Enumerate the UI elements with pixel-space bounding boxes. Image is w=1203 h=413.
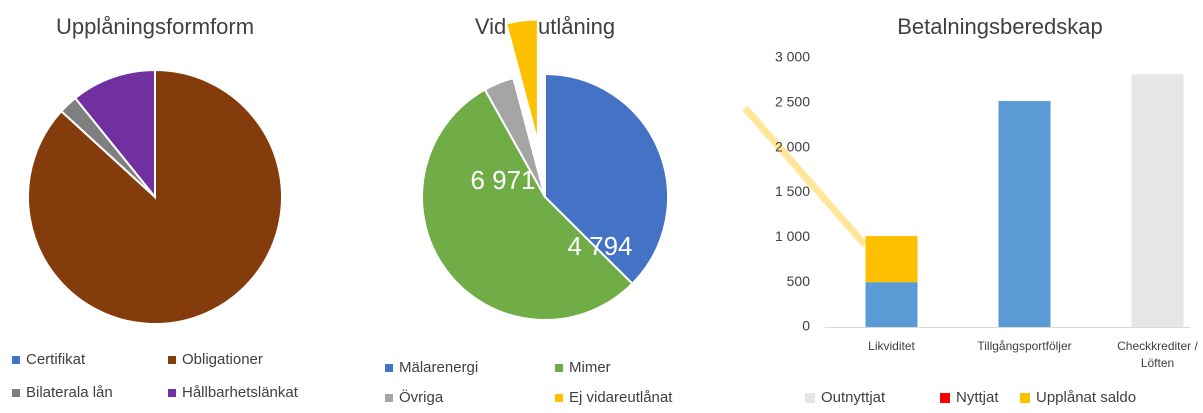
y-tick-label: 1 000 [775,228,810,244]
legend-label: Mimer [569,359,611,376]
bar-segment [865,282,918,327]
bar-segment [1131,74,1184,327]
x-tick-label: Likviditet [868,339,915,353]
pie-slice [505,18,539,143]
legend-label: Bilaterala lån [26,384,113,401]
legend-label: Nyttjat [956,389,999,406]
x-tick-label: Checkkrediter / Löften [1117,339,1198,370]
bar-segment [865,235,918,283]
legend-swatch [555,394,563,402]
pie-slice [483,76,546,198]
bar-segment [998,101,1051,327]
legend-swatch [385,394,393,402]
y-tick-label: 500 [787,273,811,289]
legend-label: Outnyttjat [821,389,886,406]
legend-swatch [385,364,393,372]
pie-slice [73,68,156,200]
legend-swatch [805,393,815,403]
pie-slice [27,68,283,325]
data-label: 6 971 [470,165,535,195]
legend-label: Obligationer [182,351,263,368]
legend-label: Mälarenergi [399,359,478,376]
pie-slice [421,88,634,321]
y-tick-label: 2 000 [775,138,810,154]
legend-label: Upplånat saldo [1036,389,1136,406]
legend-label: Övriga [399,388,444,406]
y-tick-label: 0 [802,318,810,334]
x-tick-label: Tillgångsportföljer [977,339,1071,353]
legend-swatch [168,389,176,397]
chart-title: Betalningsberedskap [897,14,1102,39]
chart-title: Upplåningsformform [56,14,254,39]
pie-slice [544,72,669,286]
connector-line [742,105,868,248]
legend-swatch [12,389,20,397]
y-tick-label: 2 500 [775,94,810,110]
chart-title: Vidareutlåning [475,14,615,39]
legend-swatch [555,364,563,372]
legend-label: Hållbarhetslänkat [182,384,299,401]
legend-swatch [1020,393,1030,403]
legend-swatch [12,356,20,364]
data-label: 4 794 [567,231,632,261]
legend-swatch [168,356,176,364]
legend-label: Ej vidareutlånat [569,389,673,406]
legend-label: Certifikat [26,351,86,368]
y-tick-label: 1 500 [775,183,810,199]
legend-swatch [940,393,950,403]
y-tick-label: 3 000 [775,49,810,65]
